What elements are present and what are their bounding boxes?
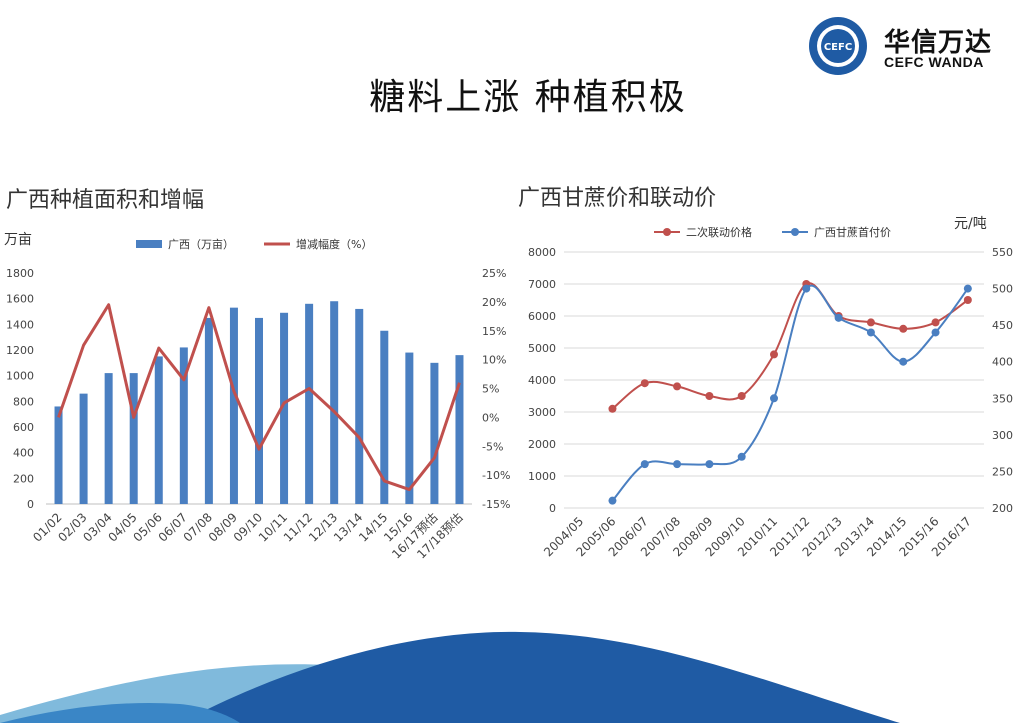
cane-price-point <box>770 394 778 403</box>
y2-tick-label: 10% <box>482 354 506 367</box>
y-tick-label: 0 <box>549 502 556 515</box>
linkage-price-point <box>737 392 746 400</box>
y2-tick-label: 500 <box>992 283 1013 296</box>
cane-price-line <box>611 284 969 502</box>
linkage-price-point <box>931 318 940 327</box>
chart1-title: 广西种植面积和增幅 <box>6 188 205 213</box>
y-tick-label: 3000 <box>528 406 556 419</box>
bar <box>355 308 364 504</box>
bar <box>430 362 439 504</box>
y-tick-label: 1400 <box>6 318 34 331</box>
cane-price-point <box>705 460 714 469</box>
y2-tick-label: 450 <box>992 319 1013 332</box>
bar <box>405 352 414 504</box>
bar <box>280 312 289 504</box>
legend-label-red: 二次联动价格 <box>686 225 752 239</box>
y-tick-label: 200 <box>13 472 34 485</box>
linkage-price-point <box>899 324 908 333</box>
y2-tick-label: 0% <box>482 411 499 424</box>
y2-tick-label: 5% <box>482 383 499 396</box>
logo-emblem-text: CEFC <box>824 42 852 53</box>
cane-price-point <box>802 284 811 293</box>
linkage-price-point <box>608 404 617 413</box>
logo-emblem-icon: CEFC <box>809 17 867 75</box>
y-tick-label: 1600 <box>6 293 34 306</box>
bar <box>54 406 63 504</box>
cane-price-point <box>834 313 843 322</box>
logo-name-en: CEFC WANDA <box>884 54 984 70</box>
y-tick-label: 2000 <box>528 438 556 451</box>
bar <box>104 373 113 504</box>
y2-tick-label: 15% <box>482 325 506 338</box>
decorative-wave <box>0 631 900 723</box>
y-tick-label: 400 <box>13 447 34 460</box>
bar <box>179 347 188 504</box>
y2-tick-label: 550 <box>992 246 1013 259</box>
y-tick-label: 1200 <box>6 344 34 357</box>
y2-tick-label: 250 <box>992 465 1013 478</box>
y-tick-label: 4000 <box>528 374 556 387</box>
growth-line <box>57 303 461 492</box>
cane-price-point <box>737 452 746 461</box>
planting-area-chart: 万亩 广西（万亩） 增减幅度（%） 0 200 400 600 800 1000 1200 1400… <box>4 231 510 562</box>
bar <box>79 393 88 504</box>
cane-price-point <box>899 357 908 366</box>
bar <box>229 307 238 504</box>
legend-label-blue: 广西甘蔗首付价 <box>814 225 891 239</box>
y2-tick-label: 25% <box>482 267 506 280</box>
chart1-y-axis-label: 万亩 <box>4 231 32 248</box>
y2-tick-label: 400 <box>992 356 1013 369</box>
bar <box>330 301 339 504</box>
bar <box>305 303 314 504</box>
y2-tick-label: 350 <box>992 392 1013 405</box>
y2-tick-label: 200 <box>992 502 1013 515</box>
y2-tick-label: 300 <box>992 429 1013 442</box>
linkage-price-line <box>611 282 969 410</box>
chart2-title: 广西甘蔗价和联动价 <box>518 186 717 211</box>
company-logo: CEFC 华信万达 CEFC WANDA <box>806 14 1026 78</box>
linkage-price-point <box>640 379 649 388</box>
cane-price-point <box>866 328 875 337</box>
linkage-price-point <box>673 382 682 391</box>
y-tick-label: 600 <box>13 421 34 434</box>
y2-tick-label: -15% <box>482 498 510 511</box>
y2-tick-label: -5% <box>482 440 503 453</box>
y-tick-label: 1800 <box>6 267 34 280</box>
linkage-price-point <box>866 318 875 327</box>
cane-price-point <box>608 496 617 505</box>
cane-price-point <box>673 460 682 469</box>
legend-label-line: 增减幅度（%） <box>296 237 372 251</box>
linkage-price-point <box>705 392 714 400</box>
bar <box>204 317 213 504</box>
y-tick-label: 1000 <box>528 470 556 483</box>
y-tick-label: 1000 <box>6 370 34 383</box>
y-tick-label: 8000 <box>528 246 556 259</box>
y2-tick-label: 20% <box>482 296 506 309</box>
slide-title: 糖料上涨 种植积极 <box>369 77 687 118</box>
cane-price-point <box>931 328 940 337</box>
y-tick-label: 5000 <box>528 342 556 355</box>
legend-marker-blue <box>791 228 799 236</box>
y-tick-label: 6000 <box>528 310 556 323</box>
bar <box>455 355 464 504</box>
cane-price-point <box>640 460 649 469</box>
legend-label-bar: 广西（万亩） <box>168 237 234 251</box>
y-tick-label: 800 <box>13 395 34 408</box>
linkage-price-point <box>770 350 778 359</box>
chart2-y2-axis-label: 元/吨 <box>954 216 987 232</box>
logo-name-cn: 华信万达 <box>884 28 993 58</box>
bar <box>255 317 263 504</box>
legend-swatch-bar <box>136 240 162 248</box>
legend-marker-red <box>663 228 671 236</box>
bar <box>154 356 163 504</box>
y-tick-label: 0 <box>27 498 34 511</box>
y-tick-label: 7000 <box>528 278 556 291</box>
linkage-price-point <box>963 296 972 304</box>
bar <box>380 330 389 504</box>
cane-price-point <box>963 284 972 293</box>
y2-tick-label: -10% <box>482 469 510 482</box>
bar <box>129 373 138 504</box>
